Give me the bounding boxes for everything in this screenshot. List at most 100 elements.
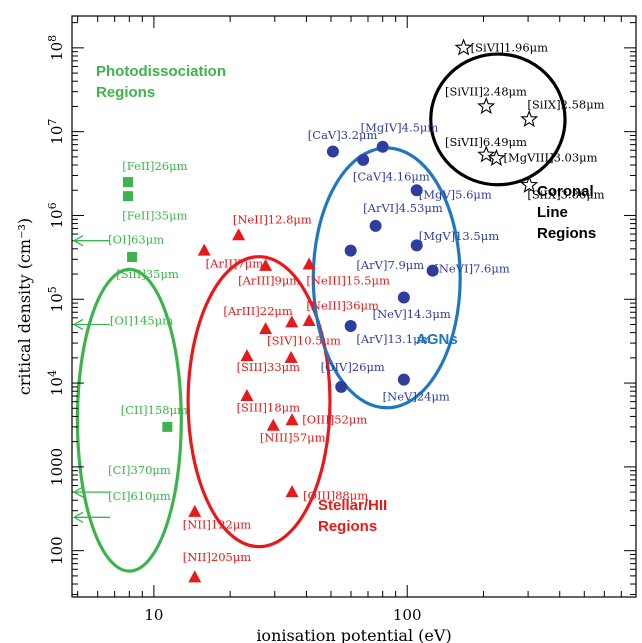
agn-marker <box>376 140 389 153</box>
point-label: [OI]145μm <box>110 313 173 327</box>
point-label: [ArV]7.9μm <box>356 258 424 272</box>
point-label: [SiVII]6.49μm <box>445 135 527 149</box>
point-label: [NeV]14.3μm <box>373 307 451 321</box>
limit-arrow-head <box>72 235 84 247</box>
y-tick-label: 104 <box>46 370 66 396</box>
agn-marker <box>335 380 348 393</box>
x-tick-label: 100 <box>393 606 422 624</box>
hii-marker <box>259 258 273 271</box>
region-label: Photodissociation Regions <box>96 63 226 101</box>
axis-ticks: 10 100 100 1000 104 105 106 107 108 <box>46 16 637 624</box>
point-label: [FeII]35μm <box>122 208 187 222</box>
point-label: [ArII]7μm <box>206 256 264 270</box>
point-label: [SIV]10.5μm <box>267 333 341 347</box>
point-label: [CI]370μm <box>108 463 171 477</box>
coronal-marker <box>520 109 539 128</box>
agn-marker <box>397 291 410 304</box>
hii-marker <box>302 314 316 327</box>
hii-marker <box>285 315 299 328</box>
point-label: [ArVI]4.53μm <box>363 201 443 215</box>
point-label: [SIII]33μm <box>237 360 301 374</box>
agn-marker <box>410 239 423 252</box>
point-label: [OIII]52μm <box>302 412 367 426</box>
point-label: [OIV]26μm <box>321 360 385 374</box>
agn-marker <box>426 264 439 277</box>
point-label: [SiIX]3.86μm <box>527 187 604 201</box>
region-label: Stellar/HII Regions <box>318 497 387 535</box>
point-label: [MgV]13.5μm <box>419 229 499 243</box>
point-label: [SiVII]2.48μm <box>445 85 527 99</box>
point-label: [NeV]24μm <box>383 389 450 403</box>
limit-arrow-head <box>72 511 84 523</box>
coronal-marker <box>454 38 473 56</box>
x-tick-label: 10 <box>144 606 163 624</box>
agn-marker <box>357 153 370 166</box>
region-ellipses <box>75 52 567 573</box>
point-label: [OIII]88μm <box>303 488 368 502</box>
limit-arrow-head <box>72 318 84 331</box>
y-tick-label: 108 <box>46 35 66 61</box>
point-label: [NeIII]15.5μm <box>306 274 390 288</box>
region-ellipse <box>429 52 567 187</box>
point-label: [CI]610μm <box>108 489 171 503</box>
point-label: [FeII]26μm <box>122 159 187 173</box>
coronal-marker <box>477 145 496 163</box>
point-label: [NIII]57μm <box>260 431 326 445</box>
point-label: [NeIII]36μm <box>306 299 379 313</box>
hii-marker <box>266 418 280 431</box>
region-ellipse <box>186 255 332 549</box>
coronal-marker <box>520 175 539 193</box>
point-label: [SiIX]2.58μm <box>527 97 604 111</box>
point-label: [MgVIII]3.03μm <box>504 151 598 165</box>
coronal-marker <box>477 96 496 115</box>
agn-marker <box>410 184 423 197</box>
y-tick-label: 100 <box>48 536 66 565</box>
hii-marker <box>285 485 299 498</box>
hii-marker <box>188 570 202 583</box>
point-label: [NII]122μm <box>183 517 252 531</box>
point-label: [CaV]3.2μm <box>308 128 378 142</box>
plot-frame <box>71 15 637 598</box>
point-label: [SIII]18μm <box>237 400 301 414</box>
hii-marker <box>284 350 298 363</box>
region-labels: Photodissociation Regions Stellar/HII Regio… <box>96 63 596 535</box>
y-tick-label: 107 <box>46 119 66 145</box>
point-label: [MgV]5.6μm <box>419 187 492 201</box>
data-points <box>72 38 539 583</box>
hii-marker <box>240 389 254 402</box>
coronal-marker <box>487 148 506 167</box>
region-label: Coronal Line Regions <box>537 183 596 242</box>
hii-marker <box>285 413 299 426</box>
region-label: AGNs <box>416 331 458 348</box>
point-label: [CII]158μm <box>121 403 188 417</box>
point-label: [SiII]35μm <box>116 267 179 281</box>
agn-marker <box>326 145 339 158</box>
pdr-marker <box>127 251 138 262</box>
y-axis-title: critical density (cm⁻³) <box>15 218 34 395</box>
point-label: [SiVI]1.96μm <box>471 41 548 55</box>
y-tick-label: 1000 <box>48 448 66 486</box>
pdr-marker <box>122 191 133 202</box>
pdr-marker <box>122 177 133 188</box>
point-label: [NII]205μm <box>183 550 252 564</box>
hii-marker <box>259 322 273 335</box>
point-label: [NeII]12.8μm <box>233 213 312 227</box>
limit-arrow-head <box>72 486 84 498</box>
agn-marker <box>397 373 410 386</box>
point-label: [ArIII]9μm <box>238 274 300 288</box>
hii-marker <box>197 243 211 256</box>
agn-marker <box>344 319 357 332</box>
agn-marker <box>344 244 357 257</box>
hii-marker <box>232 228 246 241</box>
point-label: [NeVI]7.6μm <box>434 261 509 275</box>
agn-marker <box>369 219 382 232</box>
pdr-marker <box>162 421 173 432</box>
point-label: [ArV]13.1μm <box>356 332 431 346</box>
point-label: [ArIII]22μm <box>223 304 293 318</box>
point-label: [OI]63μm <box>108 233 164 247</box>
x-axis-title: ionisation potential (eV) <box>256 626 451 643</box>
hii-marker <box>302 257 316 270</box>
point-label: [MgIV]4.5μm <box>361 121 439 135</box>
y-tick-label: 105 <box>46 286 66 312</box>
